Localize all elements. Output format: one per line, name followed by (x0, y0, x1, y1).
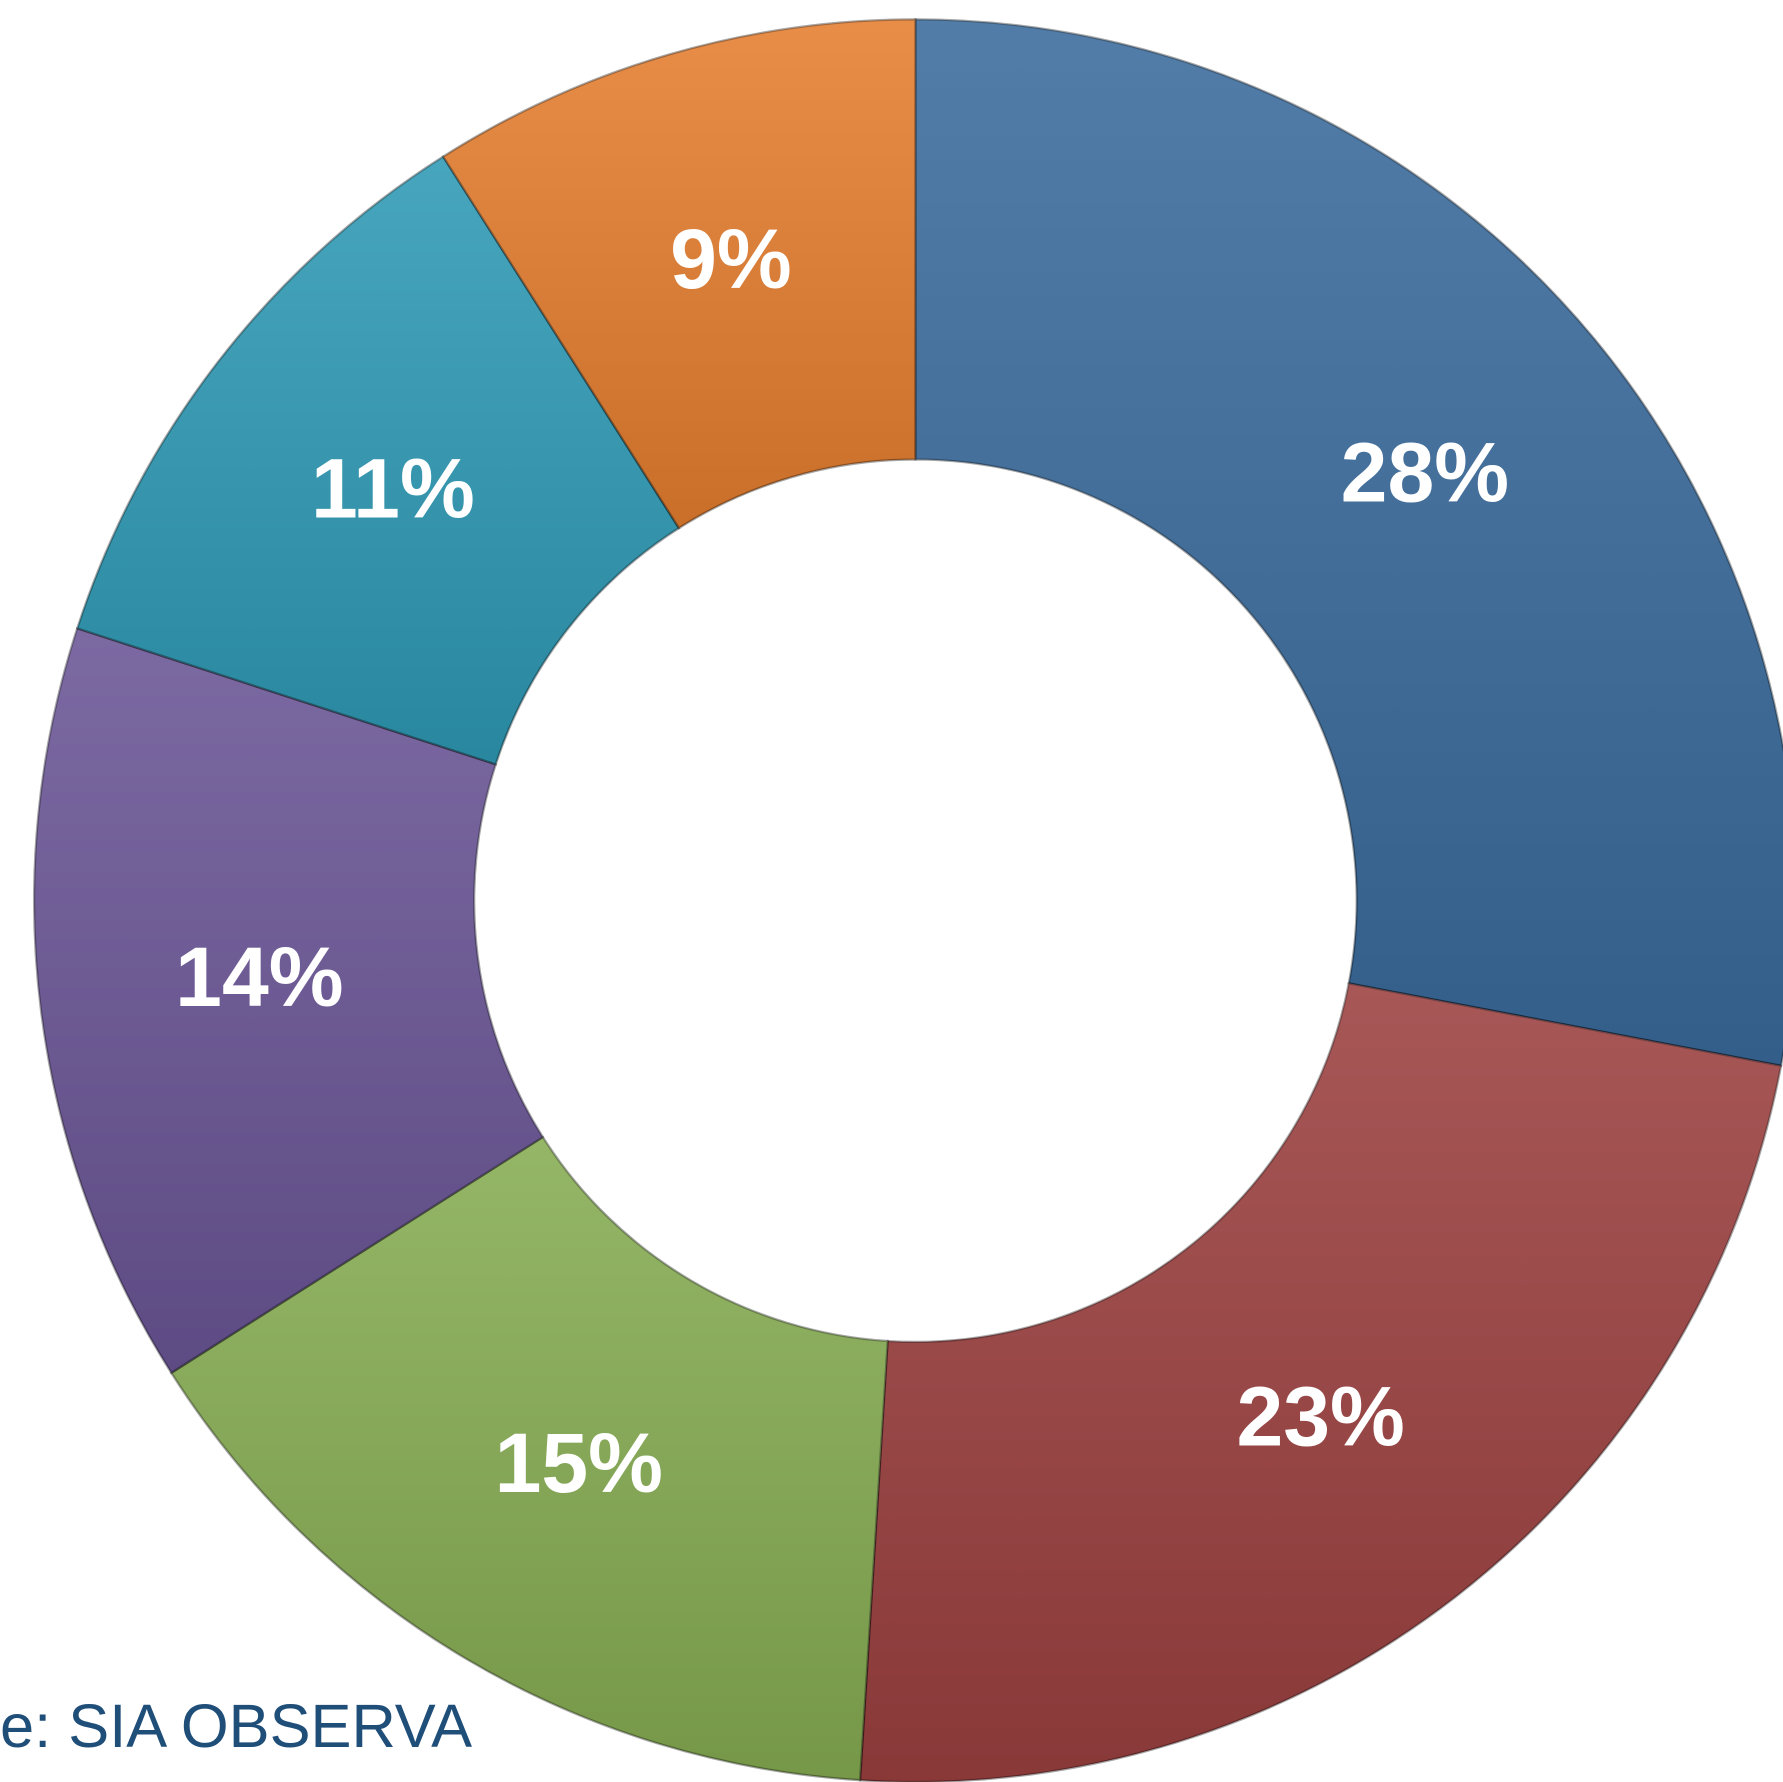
data-label: 15% (495, 1416, 663, 1510)
source-note: e: SIA OBSERVA (0, 1692, 472, 1761)
labels: 28% 23% 15% 14% 11% 9% (175, 212, 1509, 1510)
data-label: 11% (311, 442, 475, 536)
data-label: 14% (175, 930, 343, 1024)
data-label: 9% (670, 212, 792, 306)
data-label: 23% (1236, 1369, 1404, 1463)
slices (33, 18, 1783, 1782)
data-label: 28% (1341, 425, 1509, 519)
donut-slice (914, 18, 1783, 1068)
